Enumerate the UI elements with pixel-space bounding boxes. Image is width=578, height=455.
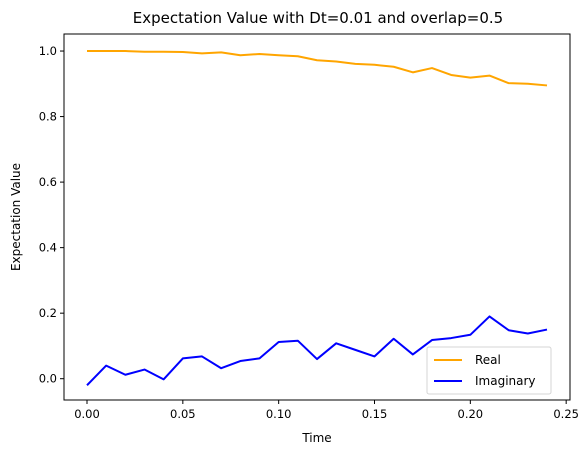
legend: Real Imaginary (426, 346, 552, 395)
x-tick-label: 0.25 (553, 407, 578, 421)
y-tick-label: 0.8 (39, 110, 57, 124)
y-tick-label: 0.0 (39, 372, 57, 386)
chart-title: Expectation Value with Dt=0.01 and overl… (133, 9, 503, 27)
x-axis-label: Time (301, 431, 331, 445)
y-tick-label: 1.0 (39, 44, 57, 58)
y-tick-label: 0.2 (39, 306, 57, 320)
plot-frame (63, 33, 571, 401)
y-axis-label: Expectation Value (9, 163, 23, 271)
y-tick-label: 0.4 (39, 241, 57, 255)
x-tick-label: 0.10 (266, 407, 292, 421)
legend-box (426, 346, 552, 395)
series-line-imaginary (86, 315, 548, 386)
legend-label-real: Real (475, 353, 501, 367)
x-tick-label: 0.15 (362, 407, 388, 421)
y-tick-label: 0.6 (39, 175, 57, 189)
x-tick-label: 0.20 (458, 407, 484, 421)
x-tick-label: 0.05 (170, 407, 196, 421)
y-axis: 0.0 0.2 0.4 0.6 0.8 1.0 (39, 44, 64, 386)
series-line-real (87, 50, 548, 87)
series-layer (86, 50, 548, 386)
x-tick-label: 0.00 (74, 407, 100, 421)
legend-label-imaginary: Imaginary (475, 374, 536, 388)
x-axis: 0.00 0.05 0.10 0.15 0.20 0.25 (74, 400, 578, 421)
